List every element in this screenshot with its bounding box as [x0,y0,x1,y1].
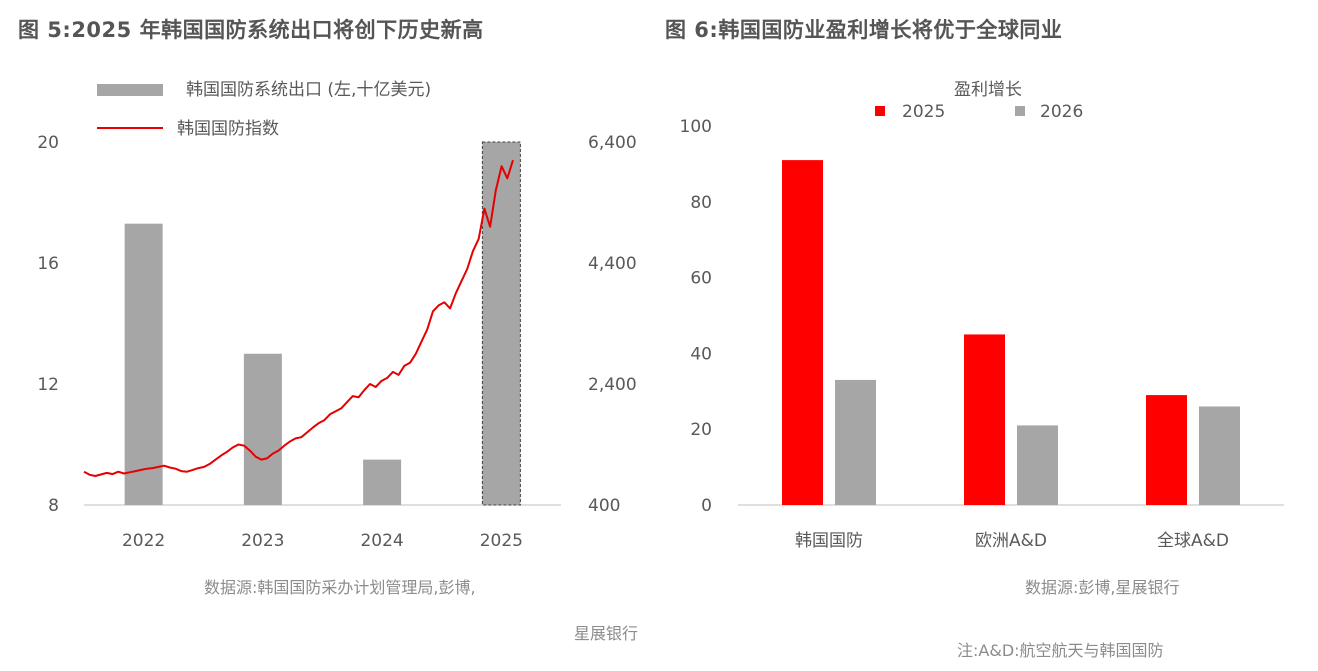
x-tick-label: 2024 [360,531,403,551]
bar-2025-1 [964,334,1005,505]
y-tick-label: 20 [690,420,712,440]
legend-label-index: 韩国国防指数 [177,119,279,139]
chart2-source: 数据源:彭博,星展银行 [1025,578,1180,597]
chart2-y-ticks: 0 20 40 60 80 100 [680,117,712,516]
chart2-legend: 盈利增长 2025 2026 [875,80,1083,122]
line-defense-index [83,159,514,477]
legend-label-exports: 韩国国防系统出口 (左,十亿美元) [186,80,431,100]
y-tick-label: 60 [690,269,712,289]
chart2-title: 图 6:韩国国防业盈利增长将优于全球同业 [665,18,1063,42]
x-tick-label: 全球A&D [1157,531,1229,551]
chart1-bars [124,141,521,506]
bar-2026-1 [1017,425,1058,505]
legend-label-2025: 2025 [902,102,945,122]
chart1-legend: 韩国国防系统出口 (左,十亿美元) 韩国国防指数 [97,80,431,139]
bar-2026-2 [1199,406,1240,505]
chart1-x-ticks: 2022 2023 2024 2025 [122,531,523,551]
y-right-tick-label: 4,400 [588,254,637,274]
x-tick-label: 韩国国防 [795,531,863,551]
legend-title: 盈利增长 [954,80,1022,100]
x-tick-label: 欧洲A&D [975,531,1047,551]
bar-2025-0 [782,160,823,506]
y-tick-label: 0 [701,496,712,516]
chart2-note: 注:A&D:航空航天与韩国国防 [957,641,1164,660]
legend-swatch-2026 [1015,106,1025,116]
bar-exports-2025 [481,141,521,506]
chart2-bars [782,160,1240,506]
y-right-tick-label: 2,400 [588,375,637,395]
y-tick-label: 80 [690,193,712,213]
chart1-y-left-ticks: 8 12 16 20 [37,133,59,516]
bar-2026-0 [835,379,876,505]
x-tick-label: 2022 [122,531,165,551]
chart1-source-line1: 数据源:韩国国防采办计划管理局,彭博, [204,578,476,597]
y-left-tick-label: 12 [37,375,59,395]
bar-exports-2023 [243,353,282,505]
x-tick-label: 2025 [480,531,523,551]
x-tick-label: 2023 [241,531,284,551]
bar-exports-2022 [124,223,163,506]
y-right-tick-label: 400 [588,496,620,516]
chart2-x-ticks: 韩国国防 欧洲A&D 全球A&D [795,531,1229,551]
bar-exports-2024 [363,459,402,505]
chart2: 0 20 40 60 80 100 韩国国防 欧洲A&D 全球A&D 盈利增长 2025 20… [680,80,1284,551]
chart1-source-line2: 星展银行 [574,624,639,643]
chart1-line-layer [83,159,514,477]
legend-swatch-2025 [875,106,885,116]
y-tick-label: 40 [690,344,712,364]
y-tick-label: 100 [680,117,712,137]
legend-label-2026: 2026 [1040,102,1083,122]
y-right-tick-label: 6,400 [588,133,637,153]
y-left-tick-label: 20 [37,133,59,153]
bar-2025-2 [1146,395,1187,505]
y-left-tick-label: 16 [37,254,59,274]
legend-swatch-exports [97,84,163,96]
chart1-title: 图 5:2025 年韩国国防系统出口将创下历史新高 [18,18,484,42]
y-left-tick-label: 8 [48,496,59,516]
chart1-y-right-ticks: 400 2,400 4,400 6,400 [588,133,637,516]
